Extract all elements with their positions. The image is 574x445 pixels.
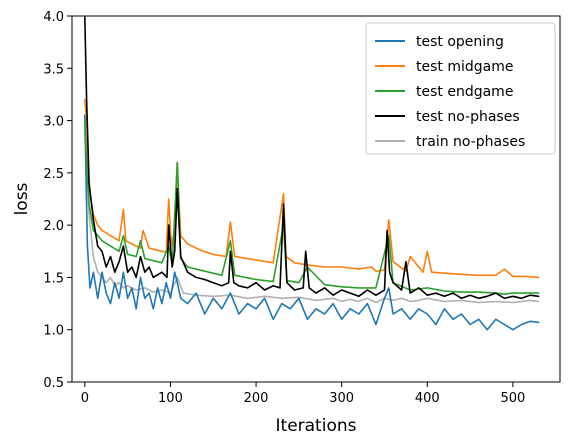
x-tick-label: 100 <box>158 391 183 406</box>
legend-label: test opening <box>416 34 504 50</box>
y-tick-label: 2.0 <box>43 219 64 234</box>
y-tick-label: 3.5 <box>43 62 64 77</box>
x-tick-label: 400 <box>415 391 440 406</box>
x-axis-label: Iterations <box>276 416 357 436</box>
legend-box <box>365 22 556 155</box>
y-axis-ticks: 0.5 1.0 1.5 2.0 2.5 3.0 3.5 4.0 <box>43 10 72 391</box>
series-line-train-no-phases <box>84 130 540 304</box>
legend-label: test no-phases <box>416 109 520 125</box>
x-tick-label: 500 <box>500 391 525 406</box>
legend-label: test endgame <box>416 84 513 100</box>
x-axis-ticks: 0 100 200 300 400 500 <box>81 382 525 406</box>
y-tick-label: 1.5 <box>43 271 64 286</box>
legend-label: train no-phases <box>416 134 525 150</box>
y-axis-label: loss <box>12 182 32 215</box>
y-tick-label: 2.5 <box>43 167 64 182</box>
series-line-test-no-phases <box>84 16 540 300</box>
legend-label: test midgame <box>416 59 513 75</box>
y-tick-label: 1.0 <box>43 324 64 339</box>
series-line-test-opening <box>84 114 540 331</box>
y-tick-label: 0.5 <box>43 376 64 391</box>
x-tick-label: 300 <box>329 391 354 406</box>
series-line-test-midgame <box>84 98 540 279</box>
y-tick-label: 3.0 <box>43 115 64 130</box>
x-tick-label: 200 <box>244 391 269 406</box>
y-tick-label: 4.0 <box>43 10 64 25</box>
legend: test opening test midgame test endgame test… <box>365 22 556 155</box>
x-tick-label: 0 <box>81 391 89 406</box>
series-lines <box>84 16 540 331</box>
plot-frame <box>71 15 561 383</box>
series-line-test-endgame <box>84 119 540 296</box>
